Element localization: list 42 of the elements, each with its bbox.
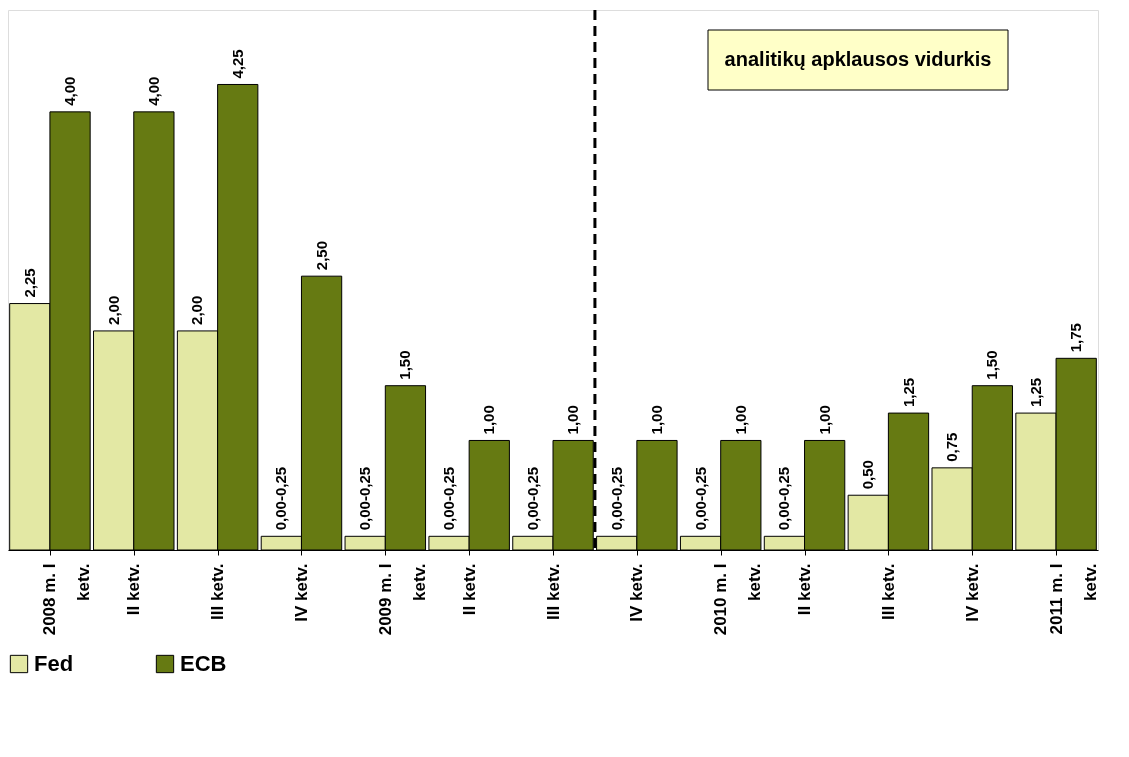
data-label: 1,00 [815,405,833,435]
data-label: 0,00-0,25 [523,466,541,531]
x-tick-label: III ketv. [208,563,228,620]
x-tick-label: II ketv. [459,563,479,616]
x-tick-label: II ketv. [795,563,815,616]
x-tick-label: IV ketv. [291,563,311,622]
data-label: 4,00 [61,76,79,106]
data-label: 0,50 [859,460,877,490]
data-label: 1,50 [396,350,414,380]
text: analitikų apklausos vidurkis [724,48,992,70]
x-tick-label: 2011 m. I ketv. [1046,563,1100,635]
legend-label: ECB [180,651,227,676]
data-label: 0,00-0,25 [691,466,709,531]
x-tick-label: II ketv. [124,563,144,616]
x-tick-label: III ketv. [878,563,898,620]
data-label: 2,00 [188,295,206,325]
data-label: 1,00 [647,405,665,435]
data-label: 0,00-0,25 [356,466,374,531]
data-label: 1,00 [731,405,749,435]
data-label: 2,25 [20,268,38,298]
x-tick-label: 2010 m. I ketv. [711,563,765,636]
data-label: 2,50 [312,240,330,271]
data-label: 0,00-0,25 [272,466,290,531]
data-label: 1,50 [983,350,1001,380]
data-label: 0,00-0,25 [440,466,458,531]
data-label: 0,75 [943,432,961,462]
data-label: 2,00 [104,295,122,325]
data-label: 0,00-0,25 [775,466,793,531]
x-tick-label: 2009 m. I ketv. [375,563,429,636]
x-tick-label: III ketv. [543,563,563,620]
data-label: 0,00-0,25 [607,466,625,531]
x-tick-label: IV ketv. [962,563,982,622]
data-label: 1,25 [1026,377,1044,408]
legend-label: Fed [34,651,74,676]
data-label: 1,75 [1067,323,1085,353]
data-label: 4,25 [228,49,246,79]
x-tick-label: 2008 m. I ketv. [40,563,94,636]
data-label: 1,00 [564,405,582,435]
data-label: 1,25 [899,377,917,408]
x-tick-label: IV ketv. [627,563,647,622]
data-label: 1,00 [480,405,498,435]
data-label: 4,00 [144,76,162,106]
